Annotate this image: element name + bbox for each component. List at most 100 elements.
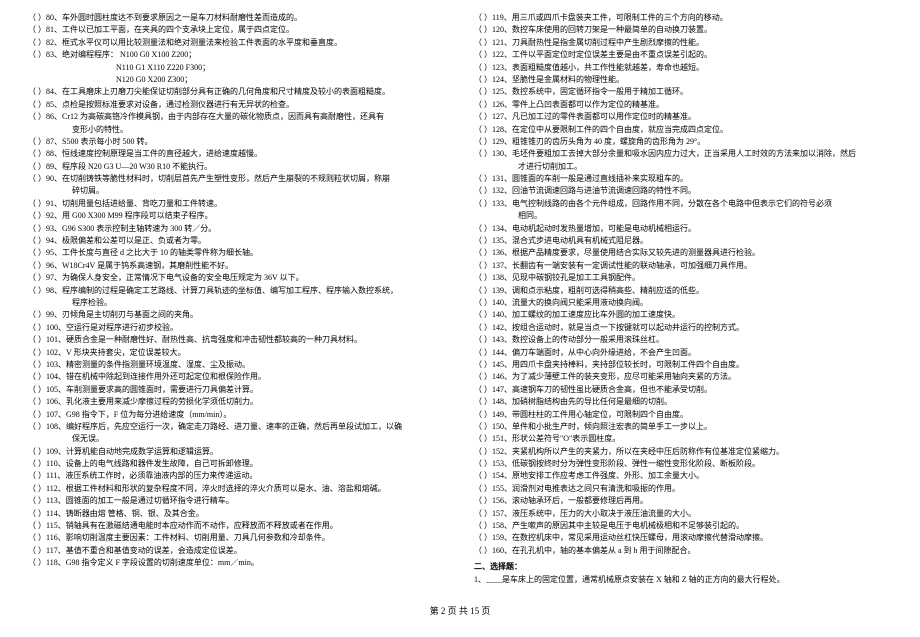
question-prefix: （ ）119、 — [474, 12, 512, 24]
question-text: 数控系统中，固定循环指令一般用于精加工循环。 — [512, 87, 688, 96]
question-item: （ ）99、刃倾角是主切削刃与基面之间的夹角。 — [28, 309, 446, 321]
question-text: 编好程序后，先应空运行一次，确定走刀路经、进刀量、速率的正确，然后再单段试加工，… — [66, 422, 402, 431]
question-text: 流量大的换向阀只能采用液动换向阀。 — [512, 298, 648, 307]
question-prefix: （ ）154、 — [474, 470, 512, 482]
question-prefix: （ ）138、 — [474, 272, 512, 284]
question-item: （ ）86、Cr12 为高碳高铬冷作模具钢，由于内部存在大量的碳化物质点，因而具… — [28, 111, 446, 123]
question-prefix: （ ）107、 — [28, 409, 66, 421]
question-item: （ ）106、乳化液主要用来减少摩擦过程的劳损化学须低切削力。 — [28, 396, 446, 408]
sub-line: N110 G1 X110 Z220 F300； — [28, 62, 446, 74]
question-item: （ ）144、偏刀车端面时，从中心向外缘进给，不会产生凹面。 — [474, 347, 892, 359]
question-prefix: （ ）106、 — [28, 396, 66, 408]
question-prefix: （ ）131、 — [474, 173, 512, 185]
question-item: （ ）128、在定位中从要限制工件的四个自由度，就应当完成四点定位。 — [474, 124, 892, 136]
question-text: 滚动轴承环后，一般都要修理后再用。 — [512, 496, 648, 505]
question-text: 乳化液主要用来减少摩擦过程的劳损化学须低切削力。 — [66, 397, 258, 406]
question-prefix: （ ）160、 — [474, 545, 512, 557]
question-prefix: （ ）82、 — [28, 37, 62, 49]
question-item: （ ）139、调和点示粘度，粗削可选得稍高些、精削应适的低些。 — [474, 285, 892, 297]
question-item: （ ）120、数控车床使用的回转刀架是一种最简单的自动换刀装置。 — [474, 24, 892, 36]
question-prefix: （ ）148、 — [474, 396, 512, 408]
question-prefix: （ ）153、 — [474, 458, 512, 470]
question-prefix: （ ）112、 — [28, 483, 66, 495]
question-item: （ ）117、基值不重合和基值变动的误差，会造成定位误差。 — [28, 545, 446, 557]
question-text: 铸断器由熔 管格、铜、银、及其合金。 — [66, 509, 204, 518]
question-text: 产生嗽声的原因其中主较是电压于电机械极相和不足够装引起的。 — [512, 521, 744, 530]
question-prefix: （ ）121、 — [474, 37, 512, 49]
question-text: 程序检验。 — [72, 298, 112, 307]
question-text: 表面粗糙度值越小，共工作性能就越差，寿命也越短。 — [512, 63, 704, 72]
question-item: （ ）87、S500 表示每小时 500 转。 — [28, 136, 446, 148]
question-prefix: （ ）91、 — [28, 198, 62, 210]
question-text: 程序段 N20 G3 U—20 W30 R10 不能执行。 — [62, 162, 212, 171]
question-text: 润滑剂对电推表达之间只有清洗和吸振的作用。 — [512, 484, 680, 493]
question-item: （ ）85、点检是按照标准要求对设备，通过检测仪器进行有无异状的检查。 — [28, 99, 446, 111]
question-prefix: （ ）146、 — [474, 371, 512, 383]
question-item: （ ）95、工件长度与直径 d 之比大于 10 的轴类零件称为细长轴。 — [28, 247, 446, 259]
question-text: 加工螺纹的加工速度应比车外圆的加工速度快。 — [512, 310, 680, 319]
question-item: （ ）133、电气控制线路的由各个元件组成，回路作用不同，分散在各个电路中但表示… — [474, 198, 892, 210]
question-item: （ ）142、按组合运动时，就是当点一下按键就可以起动并运行的控制方式。 — [474, 322, 892, 334]
question-text: 基值不重合和基值变动的误差，会造成定位误差。 — [66, 546, 242, 555]
question-text: 恒线速度控制原理是当工件的直径越大，进给速度越慢。 — [62, 149, 262, 158]
question-item: （ ）81、工件以已加工平面，在夹具的四个支承块上定位，属于四点定位。 — [28, 24, 446, 36]
question-text: 圆锥面的车削一般是通过直线插补来实现粗车的。 — [512, 174, 688, 183]
question-item: （ ）89、程序段 N20 G3 U—20 W30 R10 不能执行。 — [28, 161, 446, 173]
question-prefix: （ ）99、 — [28, 309, 62, 321]
question-item: （ ）158、产生嗽声的原因其中主较是电压于电机械极相和不足够装引起的。 — [474, 520, 892, 532]
question-item: （ ）102、V 形块夹持套尖，定位误差较大。 — [28, 347, 446, 359]
question-item: （ ）160、在孔孔机中，轴的基本偏差从 a 到 h 用于间隙配合。 — [474, 545, 892, 557]
question-text: 带圆柱柱的工件用心轴定位，可限制四个自由度。 — [512, 410, 688, 419]
question-text: 刀具耐热性是指金属切削过程中产生剧烈摩擦的性能。 — [512, 38, 704, 47]
question-text: 坚脆性是金属材料的物理性能。 — [512, 75, 624, 84]
question-prefix: （ ）114、 — [28, 508, 66, 520]
question-text: 原地安排工作应考虑工件强度、外形、加工余量大小。 — [512, 471, 704, 480]
question-text: 程序编制的过程是确定工艺路线、计算刀具轨迹的坐标值、编写加工程序、程序输入数控系… — [62, 286, 398, 295]
question-prefix: （ ）140、 — [474, 309, 512, 321]
question-prefix: （ ）89、 — [28, 161, 62, 173]
question-item: （ ）145、用四爪卡盘夹持棒料，夹持部位较长时，可限制工件四个自由度。 — [474, 359, 892, 371]
question-prefix: （ ）139、 — [474, 285, 512, 297]
question-prefix: （ ）149、 — [474, 409, 512, 421]
question-prefix: （ ）136、 — [474, 247, 512, 259]
continuation-line: 碎切屑。 — [28, 185, 446, 197]
question-item: （ ）124、坚脆性是金属材料的物理性能。 — [474, 74, 892, 86]
question-item: （ ）147、高速钢车刀的韧性虽比硬质合金高，但也不能承受切削。 — [474, 384, 892, 396]
question-text: 在切削铸铁等脆性材料时，切削层首先产生塑性变形，然后产生崩裂的不规则粒状切屑，称… — [62, 174, 390, 183]
question-text: 用 G00 X300 M99 程序段可以结束子程序。 — [62, 211, 213, 220]
question-item: （ ）129、粗锥锥刃的齿历头角为 40 度，螺旋角的齿形角为 29°。 — [474, 136, 892, 148]
question-text: 根据产品精度要求，尽量使用结合实际又较先进的测量器具进行检验。 — [512, 248, 760, 257]
continuation-line: 相同。 — [474, 210, 892, 222]
question-text: 调和点示粘度，粗削可选得稍高些、精削应适的低些。 — [512, 286, 704, 295]
question-item: （ ）134、电动机起动时发热量增加，可能是电动机械相运行。 — [474, 223, 892, 235]
question-prefix: （ ）81、 — [28, 24, 62, 36]
question-prefix: （ ）93、 — [28, 223, 62, 235]
question-text: 回油节流调速回路与进油节流调速回路的特性不同。 — [512, 186, 696, 195]
question-prefix: （ ）124、 — [474, 74, 512, 86]
question-prefix: （ ）87、 — [28, 136, 62, 148]
question-item: （ ）121、刀具耐热性是指金属切削过程中产生剧烈摩擦的性能。 — [474, 37, 892, 49]
question-prefix: （ ）130、 — [474, 148, 512, 160]
question-item: （ ）152、夹紧机构所以产生的夹紧力，所以在夹经中压后防称作有位基准定位紧缩力… — [474, 446, 892, 458]
page-footer: 第 2 页 共 15 页 — [28, 598, 892, 617]
question-prefix: （ ）158、 — [474, 520, 512, 532]
question-item: （ ）131、圆锥面的车削一般是通过直线插补来实现粗车的。 — [474, 173, 892, 185]
question-text: 在工具磨床上刃磨刀尖能保证切削部分具有正确的几何角度和尺寸精度及较小的表面粗糙度… — [62, 87, 390, 96]
question-text: 按组合运动时，就是当点一下按键就可以起动并运行的控制方式。 — [512, 323, 744, 332]
question-text: 长翻齿有一端安装有一定调试性能的联动轴承，可加强细刀具作用。 — [512, 261, 752, 270]
question-prefix: （ ）159、 — [474, 532, 512, 544]
question-prefix: （ ）96、 — [28, 260, 62, 272]
sub-line: N120 G0 X200 Z300； — [28, 74, 446, 86]
question-text: 变形小的特性。 — [72, 125, 128, 134]
question-item: （ ）112、根据工件材料和形状的复杂程度不同，淬火时选择的淬火介质可以是水、油… — [28, 483, 446, 495]
question-text: 偏刀车端面时，从中心向外缘进给，不会产生凹面。 — [512, 348, 696, 357]
question-text: 工件长度与直径 d 之比大于 10 的轴类零件称为细长轴。 — [62, 248, 258, 257]
question-item: （ ）126、零件上凸凹表面都可以作为定位的精基准。 — [474, 99, 892, 111]
question-item: （ ）113、圆锥面的加工一般是通过切循环指令进行精车。 — [28, 495, 446, 507]
question-text: 相同。 — [518, 211, 542, 220]
question-prefix: （ ）85、 — [28, 99, 62, 111]
question-text: 电动机起动时发热量增加，可能是电动机械相运行。 — [512, 224, 696, 233]
question-text: 车外圆时圆柱度达不到要求原因之一是车刀材料耐磨性差而造成的。 — [62, 13, 302, 22]
question-prefix: （ ）92、 — [28, 210, 62, 222]
question-text: 数控设备上的传动部分一般采用滚珠丝杠。 — [512, 335, 664, 344]
